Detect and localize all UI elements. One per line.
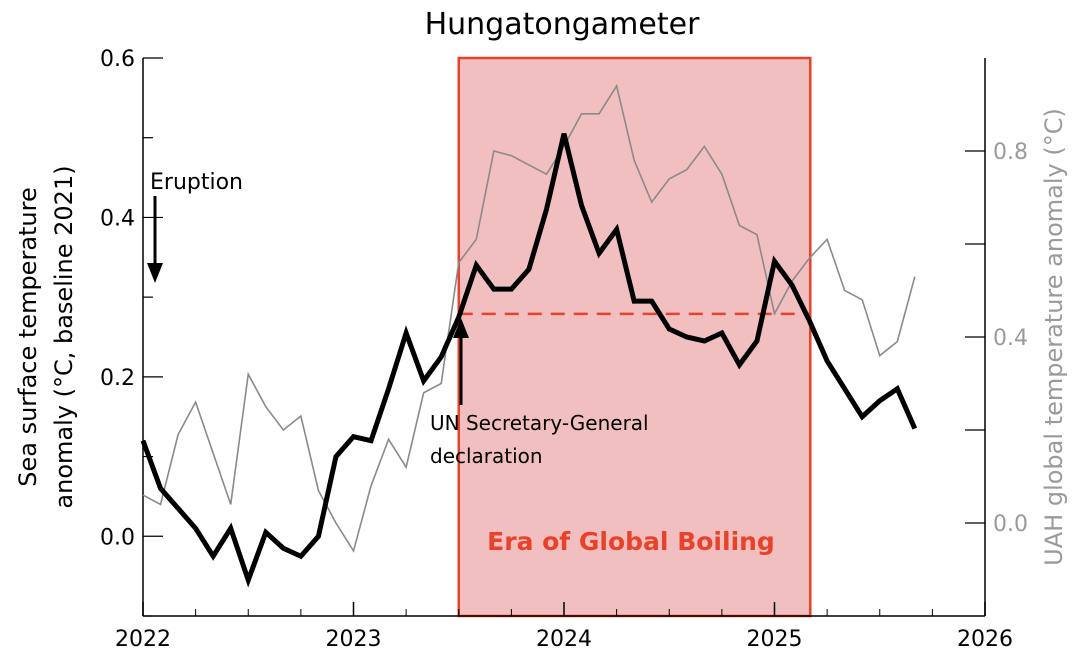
y-left-tick-label: 0.0 (100, 525, 135, 550)
shaded-region-label: Era of Global Boiling (487, 527, 775, 556)
un-declaration-annotation-line1: UN Secretary-General (430, 411, 649, 435)
eruption-annotation: Eruption (150, 170, 243, 195)
y-right-tick-label: 0.0 (993, 512, 1028, 537)
y-right-tick-label: 0.8 (993, 140, 1028, 165)
un-declaration-annotation-line2: declaration (430, 444, 543, 468)
x-tick-label: 2025 (747, 627, 803, 652)
eruption-arrow-icon (147, 196, 163, 283)
x-tick-label: 2022 (115, 627, 171, 652)
y-right-tick-label: 0.4 (993, 326, 1028, 351)
y-left-tick-label: 0.2 (100, 366, 135, 391)
chart-title: Hungatongameter (425, 7, 700, 42)
y-left-tick-label: 0.6 (100, 47, 135, 72)
y-axis-left-label-line2: anomaly (°C, baseline 2021) (50, 165, 78, 508)
y-left-tick-label: 0.4 (100, 206, 135, 231)
x-tick-label: 2023 (326, 627, 382, 652)
x-tick-label: 2024 (536, 627, 592, 652)
y-axis-left-label-line1: Sea surface temperature (14, 187, 42, 487)
x-tick-label: 2026 (957, 627, 1013, 652)
y-axis-right-label: UAH global temperature anomaly (°C) (1040, 108, 1068, 566)
